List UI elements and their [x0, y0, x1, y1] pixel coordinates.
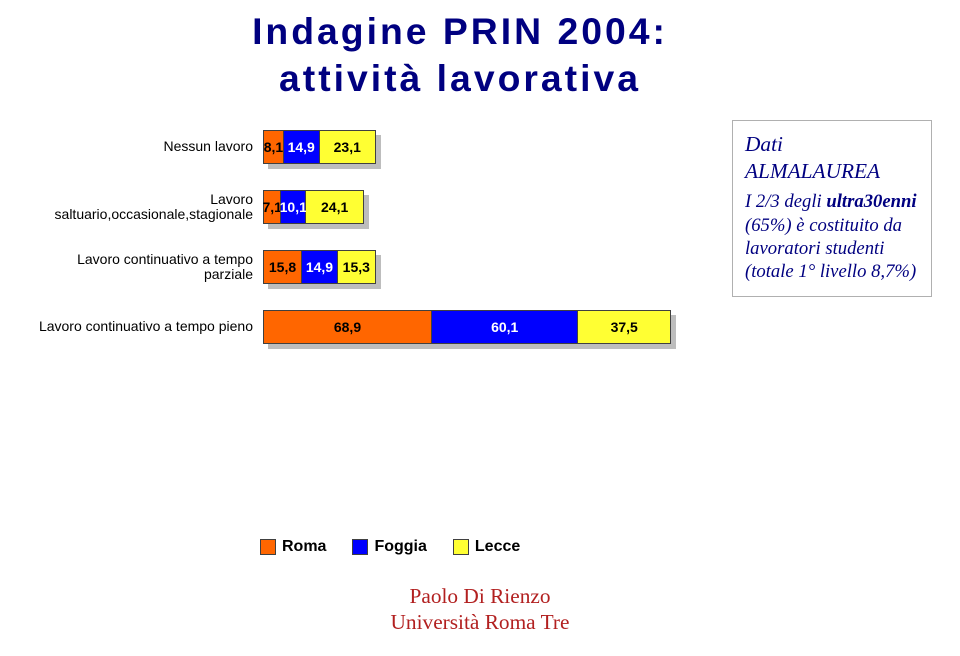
category-label: Lavoro continuativo a tempo pieno [28, 319, 263, 334]
bar-segment-foggia: 60,1 [432, 311, 579, 343]
page-title: Indagine PRIN 2004: attività lavorativa [200, 8, 720, 101]
footer-affiliation: Università Roma Tre [0, 609, 960, 636]
bar-segment-foggia: 10,1 [281, 191, 306, 223]
legend-label: Roma [282, 538, 326, 556]
stacked-bar: 7,110,124,1 [263, 190, 364, 224]
chart-row: Lavoro continuativo a tempo parziale15,8… [28, 250, 708, 284]
category-label: Nessun lavoro [28, 139, 263, 154]
bar-chart: Nessun lavoro8,114,923,1Lavoro saltuario… [28, 130, 708, 370]
bar-area: 15,814,915,3 [263, 250, 384, 284]
legend-swatch [260, 539, 276, 555]
chart-row: Lavoro saltuario,occasionale,stagionale7… [28, 190, 708, 224]
stacked-bar: 68,960,137,5 [263, 310, 671, 344]
title-line-1: Indagine PRIN 2004: [200, 8, 720, 55]
chart-row: Nessun lavoro8,114,923,1 [28, 130, 708, 164]
footer-credit: Paolo Di Rienzo Università Roma Tre [0, 583, 960, 636]
category-label: Lavoro continuativo a tempo parziale [28, 252, 263, 283]
bar-segment-roma: 15,8 [264, 251, 302, 283]
side-note-header: Dati ALMALAUREA [745, 131, 919, 184]
footer-author: Paolo Di Rienzo [0, 583, 960, 610]
side-note-box: Dati ALMALAUREA I 2/3 degli ultra30enni … [732, 120, 932, 297]
title-line-2: attività lavorativa [200, 55, 720, 102]
legend-swatch [453, 539, 469, 555]
legend-label: Lecce [475, 538, 520, 556]
bar-segment-foggia: 14,9 [284, 131, 320, 163]
chart-legend: Roma Foggia Lecce [260, 538, 520, 556]
bar-segment-roma: 8,1 [264, 131, 284, 163]
stacked-bar: 15,814,915,3 [263, 250, 376, 284]
legend-label: Foggia [374, 538, 426, 556]
bar-segment-lecce: 23,1 [320, 131, 375, 163]
legend-item-roma: Roma [260, 538, 326, 556]
bar-area: 7,110,124,1 [263, 190, 372, 224]
category-label: Lavoro saltuario,occasionale,stagionale [28, 192, 263, 223]
bar-area: 8,114,923,1 [263, 130, 384, 164]
bar-area: 68,960,137,5 [263, 310, 679, 344]
bar-segment-foggia: 14,9 [302, 251, 338, 283]
bar-segment-roma: 68,9 [264, 311, 432, 343]
bar-segment-lecce: 15,3 [338, 251, 375, 283]
page: Indagine PRIN 2004: attività lavorativa … [0, 0, 960, 656]
bar-segment-lecce: 24,1 [306, 191, 363, 223]
chart-row: Lavoro continuativo a tempo pieno68,960,… [28, 310, 708, 344]
stacked-bar: 8,114,923,1 [263, 130, 376, 164]
legend-item-foggia: Foggia [352, 538, 426, 556]
legend-item-lecce: Lecce [453, 538, 520, 556]
legend-swatch [352, 539, 368, 555]
bar-segment-lecce: 37,5 [578, 311, 669, 343]
side-note-body: I 2/3 degli ultra30enni (65%) è costitui… [745, 190, 919, 283]
